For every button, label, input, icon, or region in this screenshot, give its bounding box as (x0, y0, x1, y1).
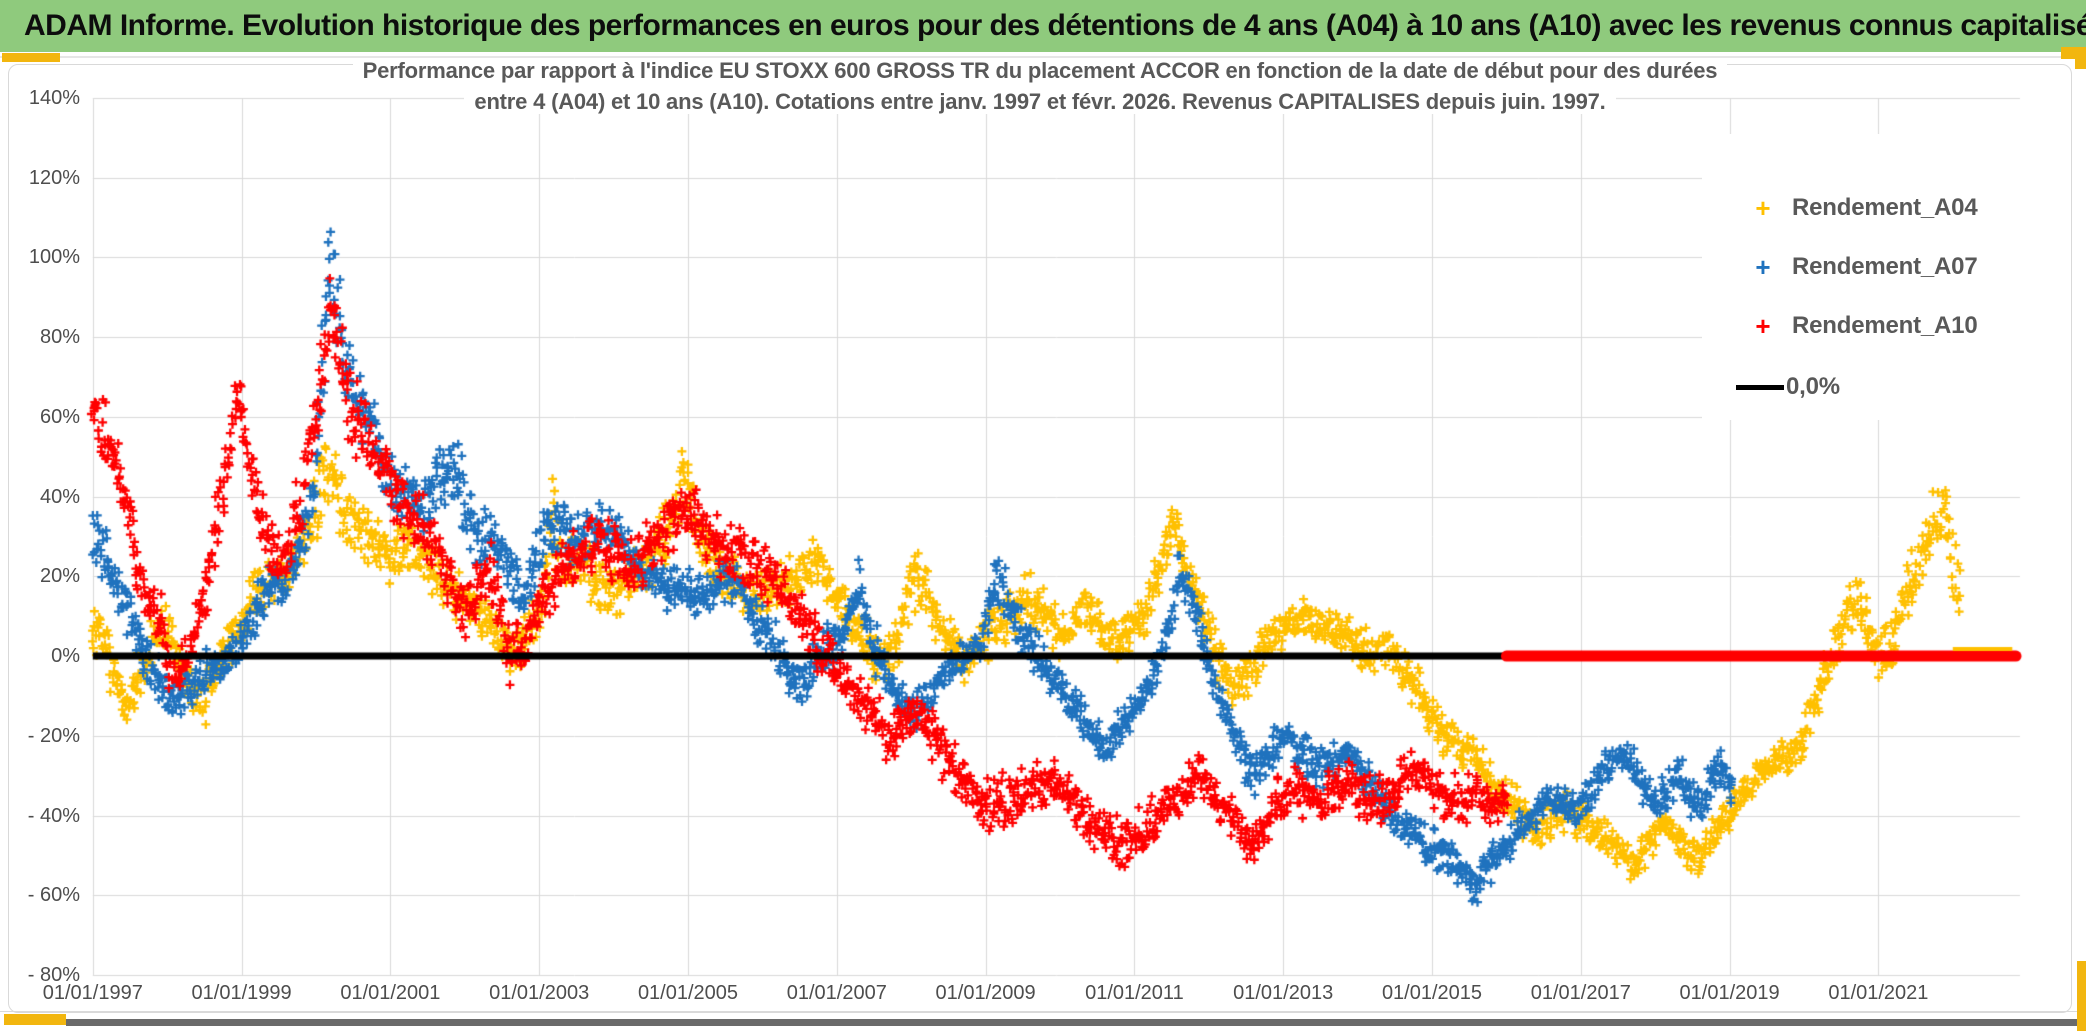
legend-label: 0,0% (1786, 373, 1840, 400)
legend-item-zero-line[interactable]: 0,0% (1702, 369, 2024, 405)
y-axis-tick-label: - 20% (27, 724, 80, 747)
chart-title-line-2: entre 4 (A04) et 10 ans (A10). Cotations… (60, 89, 2020, 115)
x-axis-tick-label: 01/01/2003 (489, 982, 590, 1004)
y-axis-tick-label: 140% (28, 87, 80, 109)
plus-marker-icon: + (1755, 193, 1771, 223)
zero-line-swatch-icon (1736, 384, 1784, 390)
legend-label: Rendement_A04 (1792, 194, 1978, 221)
x-axis-tick-label: 01/01/1997 (42, 982, 143, 1004)
x-axis-tick-label: 01/01/2021 (1828, 982, 1929, 1004)
legend-label: Rendement_A10 (1792, 312, 1978, 339)
selection-handle-bottom-left (4, 1014, 66, 1025)
legend-item-rendement-a07[interactable]: + Rendement_A07 (1702, 249, 2024, 285)
x-axis-tick-label: 01/01/2005 (637, 982, 739, 1004)
x-axis-tick-label: 01/01/2009 (935, 982, 1036, 1004)
x-axis-tick-label: 01/01/2017 (1530, 982, 1631, 1004)
y-axis-tick-label: - 40% (27, 804, 80, 827)
x-axis-tick-label: 01/01/2007 (786, 982, 887, 1004)
y-axis-tick-label: - 60% (27, 884, 80, 907)
y-axis-tick-label: 20% (39, 565, 80, 588)
legend-item-rendement-a04[interactable]: + Rendement_A04 (1702, 190, 2024, 226)
y-axis-tick-label: 40% (39, 485, 80, 508)
bottom-scrollbar-track[interactable] (66, 1019, 2078, 1026)
x-axis-tick-label: 01/01/2015 (1381, 982, 1483, 1004)
x-axis-tick-label: 01/01/2011 (1085, 982, 1184, 1004)
y-axis-tick-label: 0% (51, 645, 80, 668)
y-axis-tick-label: 60% (39, 405, 80, 428)
y-axis-tick-label: 100% (28, 246, 80, 269)
x-axis-tick-label: 01/01/2019 (1679, 982, 1780, 1004)
x-axis-tick-label: 01/01/2001 (340, 982, 441, 1004)
plus-marker-icon: + (1755, 252, 1771, 282)
plus-marker-icon: + (1755, 311, 1771, 341)
y-axis-tick-label: 80% (39, 326, 80, 349)
x-axis-tick-label: 01/01/2013 (1233, 982, 1334, 1004)
chart-legend: + Rendement_A04 + Rendement_A07 + Rendem… (1702, 134, 2024, 420)
legend-label: Rendement_A07 (1792, 253, 1978, 280)
legend-item-rendement-a10[interactable]: + Rendement_A10 (1702, 308, 2024, 344)
y-axis-tick-label: 120% (28, 166, 80, 189)
x-axis-tick-label: 01/01/1999 (191, 982, 292, 1004)
selection-handle-bottom-right-edge (2077, 961, 2086, 1031)
y-axis-tick-label: - 80% (27, 964, 80, 986)
chart-title-line-1: Performance par rapport à l'indice EU ST… (60, 58, 2020, 84)
bottom-divider (0, 1011, 2086, 1012)
